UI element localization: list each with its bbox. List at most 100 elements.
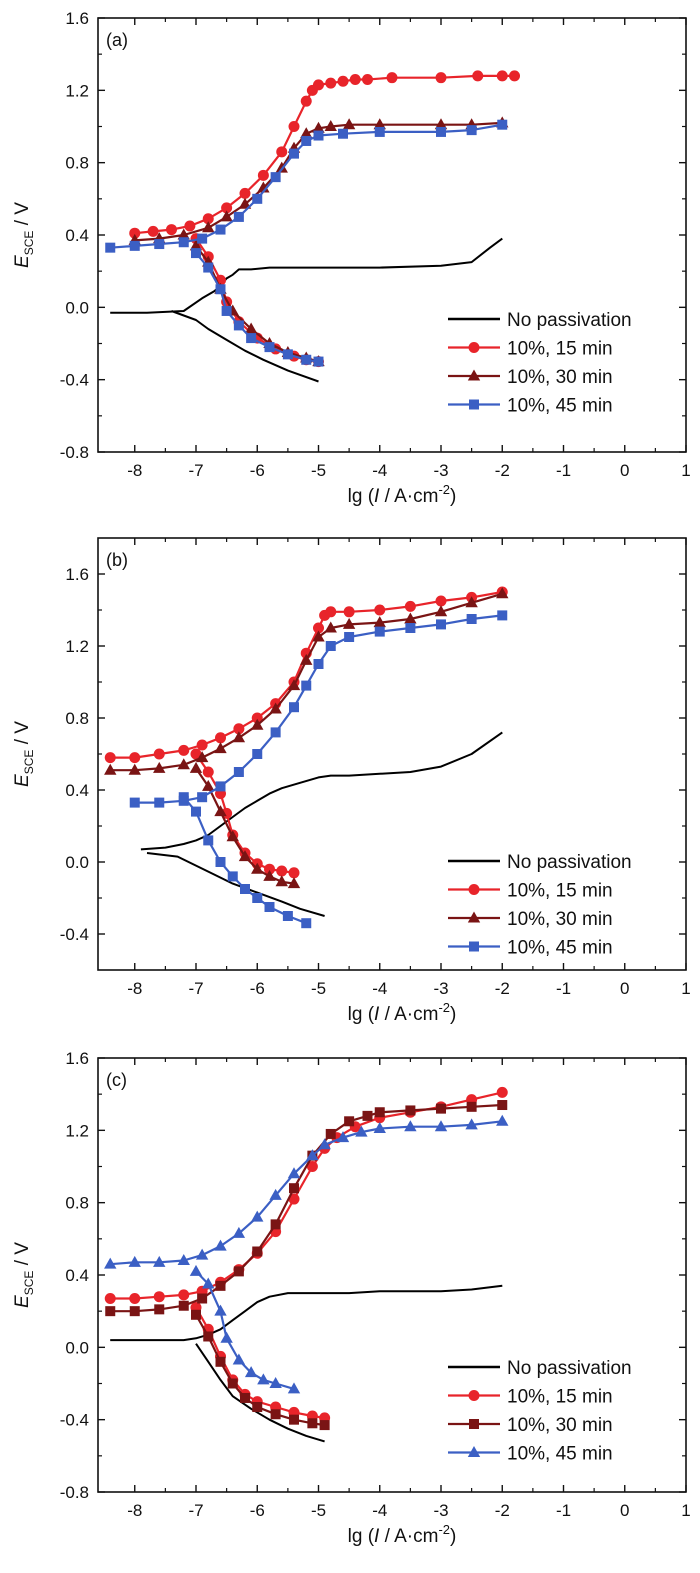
data-point-2-5-6 — [214, 742, 227, 754]
data-point-3-8-8 — [269, 1377, 282, 1388]
data-point-3-6-1 — [191, 1309, 201, 1320]
data-point-2-3-8 — [251, 712, 263, 724]
data-point-2-7-11 — [313, 659, 324, 669]
data-point-3-7-13 — [336, 1131, 350, 1143]
data-point-3-6-7 — [270, 1409, 281, 1420]
y-tick-label: 0.4 — [65, 781, 89, 800]
data-point-1-5-3 — [177, 228, 190, 240]
data-point-2-8-2 — [191, 806, 201, 817]
legend-label: 10%, 30 min — [507, 367, 613, 388]
data-point-2-3-7 — [233, 723, 245, 735]
data-point-3-7-15 — [373, 1122, 386, 1134]
data-point-2-5-18 — [465, 596, 478, 608]
legend-label: 10%, 15 min — [507, 339, 613, 360]
data-point-1-3-14 — [325, 77, 337, 89]
y-tick-label: 0.0 — [65, 298, 89, 317]
data-point-3-7-17 — [434, 1120, 448, 1132]
data-point-2-4-8 — [264, 863, 275, 875]
data-point-3-3-2 — [129, 1293, 141, 1305]
series-line-1-8 — [195, 252, 319, 363]
data-point-3-5-8 — [252, 1246, 263, 1257]
data-point-2-3-17 — [404, 600, 416, 612]
data-point-2-5-15 — [373, 616, 386, 628]
data-point-3-7-4 — [177, 1254, 190, 1266]
data-point-2-8-1 — [178, 792, 189, 803]
data-point-1-7-7 — [233, 211, 244, 222]
y-tick-label: 0.4 — [65, 1266, 89, 1285]
legend-swatch-marker — [468, 342, 480, 353]
data-point-2-4-9 — [276, 865, 288, 877]
data-point-3-7-1 — [104, 1257, 117, 1269]
series-line-3-6 — [195, 1314, 325, 1427]
data-point-2-7-15 — [405, 623, 416, 633]
data-point-2-7-6 — [233, 767, 244, 777]
x-tick-label: 1 — [681, 979, 690, 998]
data-point-3-7-14 — [355, 1125, 368, 1137]
data-point-2-6-2 — [202, 779, 215, 791]
data-point-1-3-5 — [202, 213, 214, 225]
data-point-3-5-13 — [344, 1116, 355, 1127]
data-point-1-8-5 — [233, 320, 244, 331]
legend-swatch-marker — [467, 1446, 481, 1457]
data-point-1-3-20 — [472, 70, 484, 82]
data-point-2-7-12 — [325, 641, 336, 651]
y-tick-label: -0.4 — [60, 925, 89, 944]
y-axis-label: ESCE / V — [12, 1242, 36, 1308]
data-point-3-5-7 — [233, 1266, 244, 1277]
series-line-2-2 — [146, 852, 325, 917]
series-line-3-7 — [110, 1120, 503, 1266]
data-point-3-7-9 — [269, 1188, 282, 1200]
x-tick-label: -1 — [556, 461, 571, 480]
x-tick-label: -4 — [372, 979, 387, 998]
data-point-1-6-1 — [189, 239, 203, 251]
series-line-1-2 — [171, 310, 319, 383]
legend-swatch-marker — [467, 369, 481, 381]
data-point-1-5-6 — [238, 197, 252, 209]
data-point-2-8-9 — [282, 911, 293, 921]
data-point-3-6-4 — [227, 1378, 238, 1389]
data-point-1-8-6 — [246, 333, 257, 344]
y-tick-label: -0.8 — [60, 1483, 89, 1502]
data-point-2-6-5 — [238, 850, 252, 862]
data-point-1-3-21 — [496, 70, 508, 82]
data-point-1-8-7 — [264, 342, 275, 353]
data-point-2-4-2 — [202, 766, 214, 778]
x-axis-label: lg (I / A·cm-2) — [348, 482, 457, 507]
data-point-2-7-8 — [270, 727, 281, 738]
data-point-1-5-5 — [220, 210, 233, 222]
series-line-1-6 — [195, 245, 319, 363]
data-point-3-3-1 — [104, 1293, 116, 1305]
data-point-2-5-16 — [404, 612, 417, 624]
y-tick-label: 1.2 — [65, 1121, 89, 1140]
data-point-3-5-15 — [374, 1107, 385, 1118]
y-tick-label: 0.0 — [65, 1338, 89, 1357]
data-point-1-5-15 — [434, 118, 448, 130]
data-point-1-3-2 — [147, 225, 159, 237]
y-tick-label: 1.2 — [65, 81, 89, 100]
x-tick-label: -6 — [250, 461, 265, 480]
data-point-2-7-10 — [301, 680, 312, 691]
x-tick-label: -3 — [433, 979, 448, 998]
data-point-2-4-10 — [288, 867, 300, 879]
legend: No passivation 10%, 15 min 10%, 30 min 10%,… — [448, 310, 632, 417]
data-point-3-5-18 — [466, 1101, 477, 1112]
legend-swatch-marker — [468, 1390, 480, 1401]
data-point-3-6-5 — [240, 1392, 250, 1403]
data-point-1-3-4 — [184, 220, 196, 232]
x-tick-label: 0 — [620, 1501, 629, 1520]
data-point-2-3-16 — [374, 604, 386, 616]
data-point-2-7-16 — [436, 619, 446, 630]
data-point-1-3-22 — [509, 70, 520, 82]
y-tick-label: 1.6 — [65, 565, 89, 584]
data-point-3-5-14 — [362, 1110, 373, 1121]
data-point-2-5-11 — [300, 653, 313, 665]
data-point-2-7-18 — [497, 610, 508, 621]
data-point-1-5-10 — [300, 127, 313, 139]
data-point-3-5-3 — [154, 1304, 165, 1315]
panel-label: (a) — [106, 30, 128, 50]
data-point-1-8-4 — [221, 305, 232, 316]
data-point-1-5-7 — [257, 181, 270, 193]
y-tick-label: 1.2 — [65, 637, 89, 656]
data-point-3-5-19 — [497, 1100, 508, 1111]
